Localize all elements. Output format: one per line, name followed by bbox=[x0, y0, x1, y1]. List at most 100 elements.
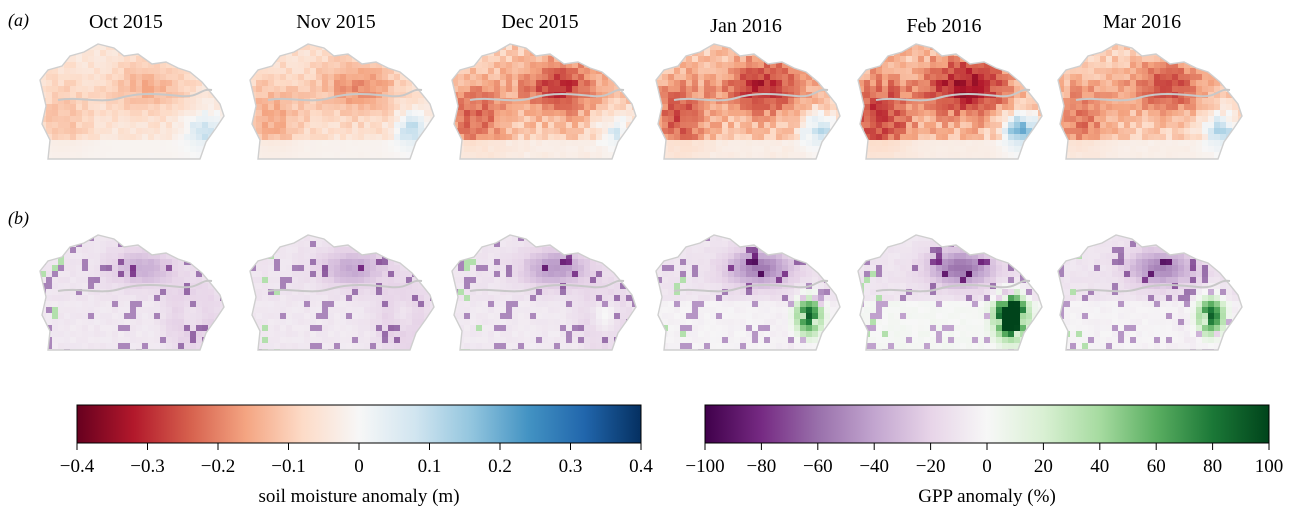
map-cell bbox=[106, 295, 112, 301]
map-cell bbox=[542, 110, 548, 116]
map-cell bbox=[304, 134, 310, 140]
map-cell bbox=[572, 134, 578, 140]
map-cell bbox=[430, 289, 434, 295]
map-cell bbox=[388, 343, 394, 349]
map-cell bbox=[160, 289, 166, 295]
map-cell bbox=[430, 62, 434, 68]
map-cell bbox=[172, 241, 178, 247]
map-cell bbox=[352, 80, 358, 86]
map-cell bbox=[482, 152, 488, 158]
map-cell bbox=[280, 277, 286, 283]
map-cell bbox=[812, 98, 818, 104]
map-cell bbox=[1202, 80, 1208, 86]
map-cell bbox=[172, 44, 178, 50]
map-cell bbox=[334, 104, 340, 110]
map-cell bbox=[184, 56, 190, 62]
map-cell bbox=[376, 325, 382, 331]
map-cell bbox=[1106, 62, 1112, 68]
map-cell bbox=[1238, 68, 1242, 74]
map-cell bbox=[674, 80, 680, 86]
map-cell bbox=[1076, 140, 1082, 146]
map-cell bbox=[1238, 62, 1242, 68]
map-cell bbox=[256, 289, 262, 295]
map-cell bbox=[328, 295, 334, 301]
map-cell bbox=[196, 68, 202, 74]
map-cell bbox=[954, 152, 960, 158]
map-cell bbox=[154, 140, 160, 146]
map-cell bbox=[202, 277, 208, 283]
map-cell bbox=[596, 134, 602, 140]
map-cell bbox=[1038, 152, 1042, 158]
map-cell bbox=[608, 134, 614, 140]
map-cell bbox=[280, 331, 286, 337]
map-cell bbox=[64, 50, 70, 56]
map-cell bbox=[1064, 92, 1070, 98]
map-cell bbox=[1166, 74, 1172, 80]
map-cell bbox=[352, 343, 358, 349]
map-cell bbox=[364, 313, 370, 319]
map-cell bbox=[76, 104, 82, 110]
map-cell bbox=[458, 80, 464, 86]
map-cell bbox=[256, 277, 262, 283]
map-cell bbox=[906, 86, 912, 92]
map-cell bbox=[376, 343, 382, 349]
map-cell bbox=[722, 134, 728, 140]
map-cell bbox=[776, 56, 782, 62]
map-cell bbox=[340, 68, 346, 74]
map-cell bbox=[118, 74, 124, 80]
map-cell bbox=[268, 92, 274, 98]
map-cell bbox=[400, 140, 406, 146]
map-cell bbox=[930, 152, 936, 158]
map-cell bbox=[70, 271, 76, 277]
map-cell bbox=[340, 289, 346, 295]
map-cell bbox=[370, 259, 376, 265]
map-cell bbox=[316, 253, 322, 259]
map-cell bbox=[292, 265, 298, 271]
map-cell bbox=[1232, 146, 1238, 152]
map-cell bbox=[298, 259, 304, 265]
map-cell bbox=[256, 104, 262, 110]
map-cell bbox=[220, 62, 224, 68]
map-cell bbox=[196, 271, 202, 277]
map-cell bbox=[166, 253, 172, 259]
map-outline bbox=[655, 43, 841, 160]
map-cell bbox=[876, 110, 882, 116]
map-cell bbox=[256, 62, 262, 68]
map-cell bbox=[936, 104, 942, 110]
map-cell bbox=[1208, 140, 1214, 146]
map-cell bbox=[1002, 140, 1008, 146]
map-cell bbox=[358, 331, 364, 337]
map-cell bbox=[500, 56, 506, 62]
map-cell bbox=[1118, 86, 1124, 92]
map-cell bbox=[614, 128, 620, 134]
map-cell bbox=[208, 337, 214, 343]
map-cell bbox=[94, 74, 100, 80]
map-cell bbox=[184, 289, 190, 295]
map-cell bbox=[214, 146, 220, 152]
map-cell bbox=[298, 307, 304, 313]
map-cell bbox=[1184, 74, 1190, 80]
map-cell bbox=[674, 68, 680, 74]
map-cell bbox=[358, 277, 364, 283]
map-cell bbox=[364, 319, 370, 325]
map-cell bbox=[882, 128, 888, 134]
map-cell bbox=[1038, 74, 1042, 80]
map-cell bbox=[166, 122, 172, 128]
map-cell bbox=[310, 259, 316, 265]
map-cell bbox=[1196, 44, 1202, 50]
map-cell bbox=[1220, 128, 1226, 134]
map-cell bbox=[1064, 56, 1070, 62]
map-river bbox=[57, 88, 213, 102]
map-cell bbox=[358, 313, 364, 319]
map-cell bbox=[166, 74, 172, 80]
map-cell bbox=[888, 128, 894, 134]
map-cell bbox=[990, 146, 996, 152]
map-cell bbox=[1154, 44, 1160, 50]
map-cell bbox=[1136, 110, 1142, 116]
map-cell bbox=[894, 68, 900, 74]
map-cell bbox=[400, 271, 406, 277]
map-cell bbox=[812, 56, 818, 62]
map-cell bbox=[196, 140, 202, 146]
map-cell bbox=[136, 122, 142, 128]
map-cell bbox=[1094, 74, 1100, 80]
